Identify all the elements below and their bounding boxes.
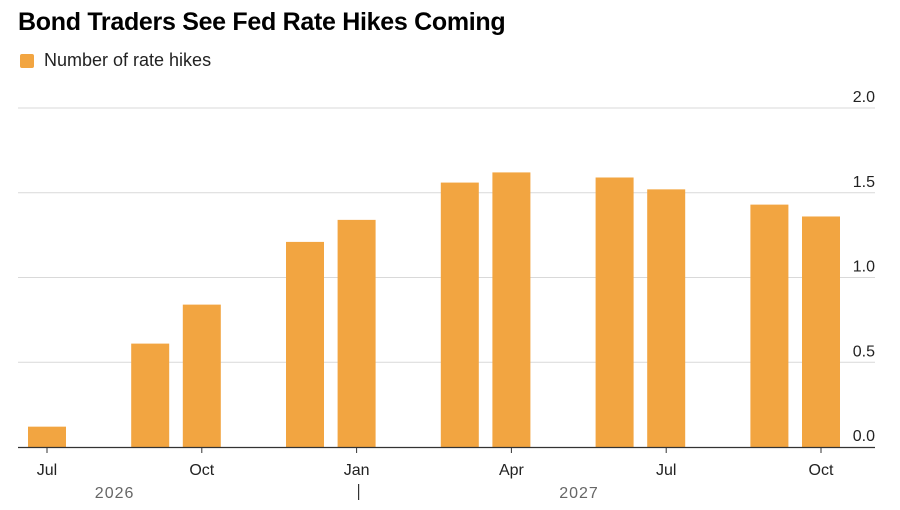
bar — [802, 216, 840, 447]
legend-label: Number of rate hikes — [44, 50, 212, 70]
y-tick-label: 0.0 — [853, 428, 875, 445]
bar — [595, 177, 634, 447]
bar — [182, 304, 221, 447]
bar — [492, 172, 531, 447]
bar — [440, 182, 479, 447]
x-tick-label: Jul — [37, 462, 57, 479]
y-tick-label: 0.5 — [853, 343, 875, 360]
bar — [131, 343, 170, 447]
chart-title: Bond Traders See Fed Rate Hikes Coming — [18, 8, 506, 36]
year-label: 2026 — [95, 485, 135, 502]
legend: Number of rate hikes — [20, 50, 211, 71]
y-tick-label: 2.0 — [853, 89, 875, 106]
bar — [647, 189, 686, 448]
x-tick-label: Jul — [656, 462, 676, 479]
bar — [28, 426, 66, 447]
bar — [286, 241, 324, 447]
x-tick-label: Oct — [189, 462, 214, 479]
y-tick-label: 1.0 — [853, 259, 875, 276]
y-tick-label: 1.5 — [853, 174, 875, 191]
legend-swatch — [20, 53, 34, 68]
x-tick-label: Apr — [499, 462, 525, 479]
x-tick-label: Oct — [809, 462, 834, 479]
x-tick-label: Jan — [344, 462, 370, 479]
bar — [750, 204, 789, 447]
bar — [337, 219, 376, 447]
year-label: 2027 — [559, 485, 599, 502]
